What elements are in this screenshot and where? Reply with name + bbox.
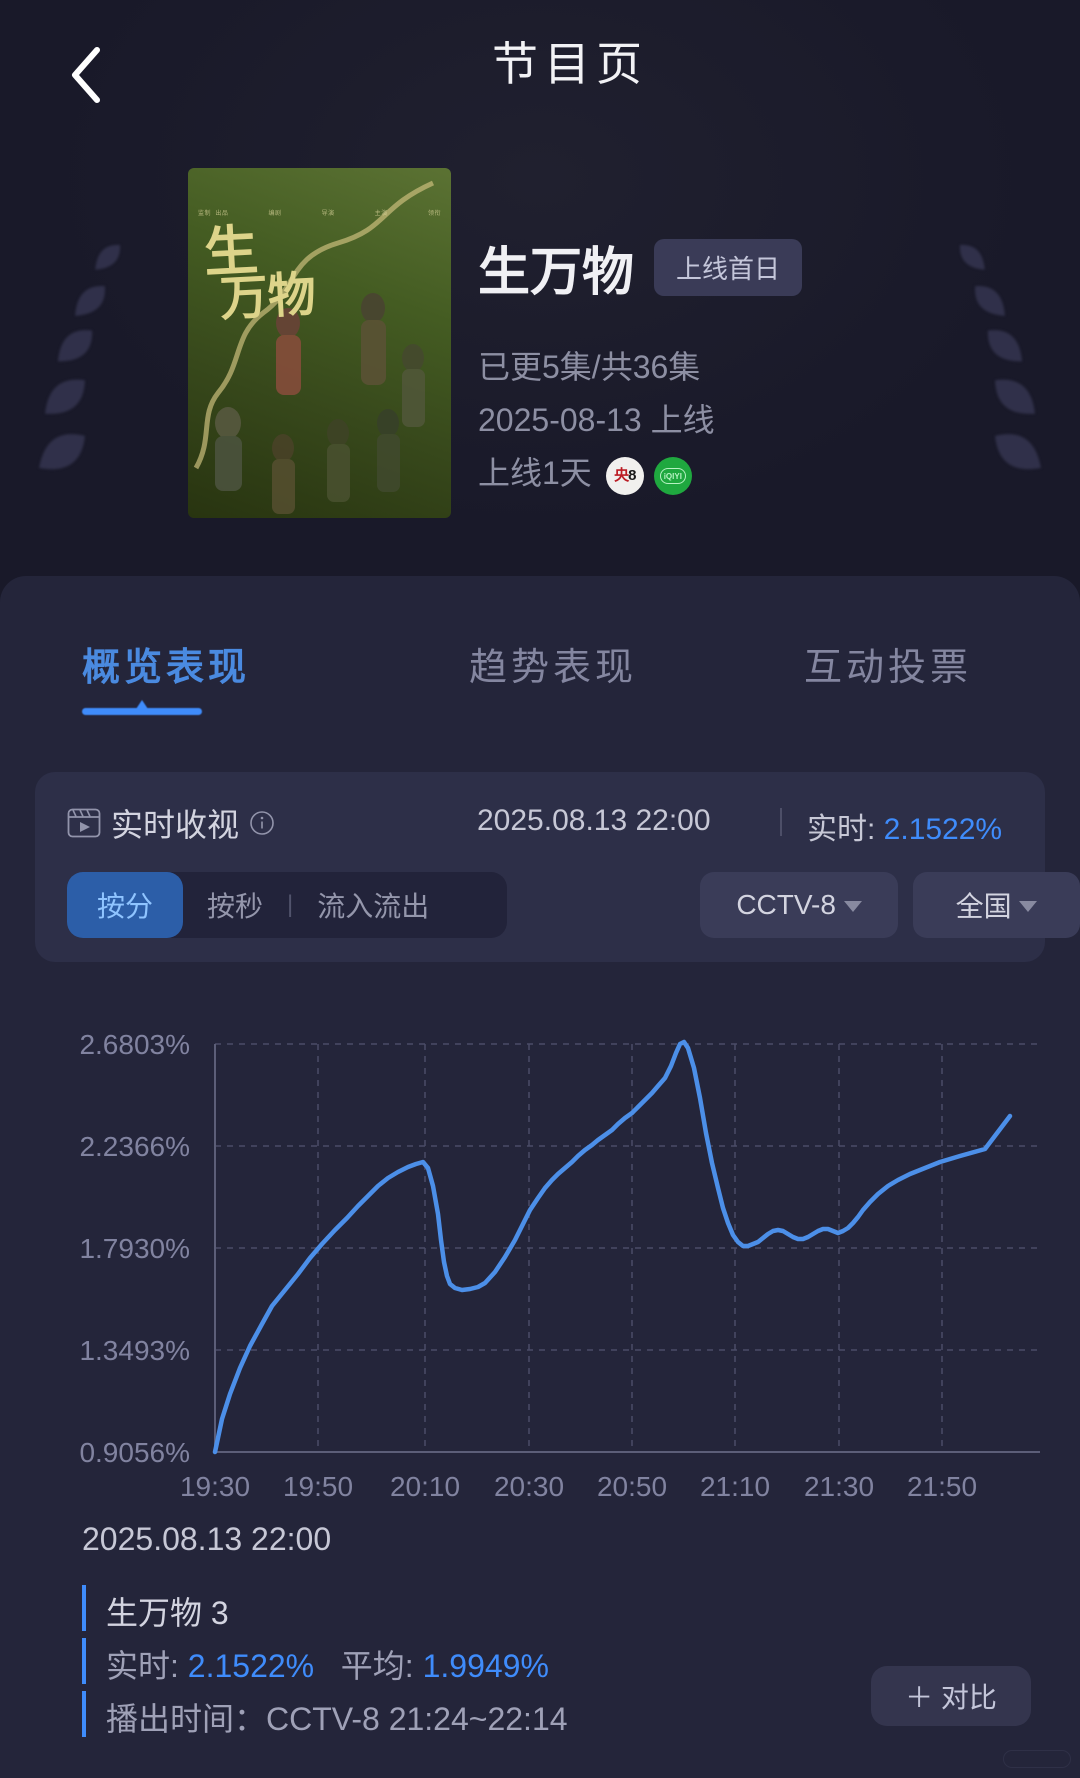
svg-text:21:30: 21:30 [804, 1471, 874, 1502]
svg-text:2.2366%: 2.2366% [79, 1131, 190, 1162]
svg-text:19:30: 19:30 [180, 1471, 250, 1502]
svg-text:0.9056%: 0.9056% [79, 1437, 190, 1468]
svg-text:21:10: 21:10 [700, 1471, 770, 1502]
svg-text:20:50: 20:50 [597, 1471, 667, 1502]
svg-text:1.7930%: 1.7930% [79, 1233, 190, 1264]
svg-text:1.3493%: 1.3493% [79, 1335, 190, 1366]
svg-text:21:50: 21:50 [907, 1471, 977, 1502]
svg-text:20:10: 20:10 [390, 1471, 460, 1502]
svg-text:19:50: 19:50 [283, 1471, 353, 1502]
svg-text:20:30: 20:30 [494, 1471, 564, 1502]
svg-text:2.6803%: 2.6803% [79, 1029, 190, 1060]
